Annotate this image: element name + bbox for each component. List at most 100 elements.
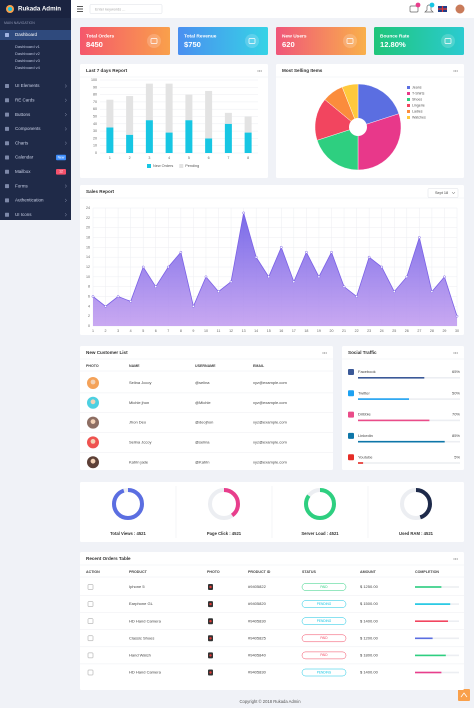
- nav-item[interactable]: UI Icons: [15, 212, 32, 217]
- mail-icon[interactable]: [409, 5, 419, 13]
- status-pill: [301, 668, 347, 677]
- product-name: Earphone GL: [129, 601, 154, 606]
- panel-menu-dot[interactable]: [455, 558, 457, 560]
- stat-label: New Users: [282, 33, 307, 39]
- nav-item: Dashboard: [15, 32, 38, 37]
- y-tick-label: 2: [88, 314, 90, 318]
- panel-menu-dot[interactable]: [324, 352, 326, 354]
- customer-username: @deojhon: [195, 420, 213, 425]
- panel-menu-dot[interactable]: [456, 558, 458, 560]
- legend-label: Jeans: [412, 85, 422, 89]
- nav-subitem[interactable]: Dashboard v2: [15, 51, 41, 56]
- completion-bar: [415, 654, 446, 657]
- panel-menu-dot[interactable]: [455, 70, 457, 72]
- topbar: [0, 0, 474, 18]
- avatar[interactable]: [455, 4, 465, 14]
- x-tick-label: 3: [148, 156, 150, 160]
- row-checkbox[interactable]: [87, 584, 94, 590]
- nav-item[interactable]: UI Elements: [15, 83, 40, 88]
- pie-hole: [349, 118, 367, 136]
- data-point: [129, 300, 133, 303]
- scroll-top[interactable]: [458, 689, 470, 701]
- nav-item[interactable]: Authentication: [15, 198, 44, 203]
- nav-subitem[interactable]: Dashboard v1: [15, 44, 41, 49]
- nav-active[interactable]: [0, 30, 71, 40]
- header-icons: [409, 2, 465, 14]
- panel-menu-dot[interactable]: [259, 70, 261, 72]
- stat-icon: [343, 34, 357, 48]
- footer-text: Copyright © 2018 Rukada Admin: [239, 699, 301, 704]
- legend-swatch: [147, 164, 151, 168]
- nav-item[interactable]: Mailbox: [15, 169, 31, 174]
- completion-bar: [415, 586, 442, 588]
- nav-badge: [56, 169, 66, 175]
- y-tick-label: 20: [86, 226, 90, 230]
- data-point: [430, 290, 434, 293]
- customer-name: Jhon Deo: [129, 420, 147, 425]
- y-tick-label: 80: [93, 93, 97, 97]
- legend-swatch: [407, 92, 410, 95]
- nav-item[interactable]: Forms: [15, 183, 28, 188]
- customer-username: @selina: [195, 439, 210, 444]
- nav-subitem[interactable]: Dashboard v4: [15, 65, 41, 70]
- data-point: [91, 295, 95, 298]
- row-checkbox[interactable]: [87, 601, 94, 607]
- nav-item[interactable]: Calendar: [15, 155, 34, 160]
- customers-panel: [80, 346, 333, 470]
- nav-item[interactable]: Buttons: [15, 112, 31, 117]
- x-tick-label: 25: [392, 329, 396, 333]
- table-header: PRODUCT ID: [248, 570, 271, 574]
- panel-menu-dot[interactable]: [456, 352, 458, 354]
- x-tick-label: 12: [229, 329, 233, 333]
- social-icon: [348, 454, 354, 461]
- product-photo-detail: [209, 637, 212, 640]
- y-tick-label: 8: [88, 285, 90, 289]
- data-point: [179, 250, 183, 254]
- panel-menu-dot[interactable]: [453, 352, 455, 354]
- panel-menu-dot[interactable]: [456, 70, 458, 72]
- menu-toggle[interactable]: [77, 6, 83, 12]
- panel-menu-dot[interactable]: [455, 352, 457, 354]
- panel-menu-dot[interactable]: [322, 352, 324, 354]
- completion-bar: [415, 603, 451, 605]
- nav-item[interactable]: RE Cards: [15, 97, 35, 102]
- search-box[interactable]: [89, 4, 163, 14]
- x-tick-label: 4: [168, 156, 170, 160]
- product-id: #9405825: [248, 635, 267, 640]
- legend-swatch: [407, 98, 410, 101]
- avatar-face: [90, 419, 96, 424]
- bar-segment: [165, 132, 173, 153]
- stat-card: [374, 27, 464, 55]
- panel-menu-dot[interactable]: [257, 70, 259, 72]
- status-label: PAID: [320, 585, 328, 589]
- nav-icon: [5, 169, 9, 174]
- row-checkbox[interactable]: [87, 618, 94, 624]
- data-point: [104, 304, 107, 308]
- legend-swatch: [407, 110, 410, 113]
- completion-bar: [415, 637, 433, 640]
- nav-subitem[interactable]: Dashboard v3: [15, 58, 41, 63]
- legend-label: Lingerie: [412, 103, 425, 107]
- nav-chevron: [64, 198, 67, 203]
- nav-item[interactable]: Components: [15, 126, 41, 131]
- panel-menu-dot[interactable]: [260, 70, 262, 72]
- nav-item[interactable]: Charts: [15, 140, 29, 145]
- status-pill: [301, 583, 347, 591]
- row-checkbox[interactable]: [87, 652, 94, 659]
- panel-menu-dot[interactable]: [453, 70, 455, 72]
- panel-menu-dot[interactable]: [453, 558, 455, 560]
- nav-chevron: [64, 184, 67, 188]
- bell-icon[interactable]: [424, 4, 434, 13]
- period-select[interactable]: [427, 188, 459, 198]
- progress-bar: [358, 419, 430, 422]
- row-checkbox[interactable]: [87, 669, 94, 676]
- data-point: [405, 275, 409, 279]
- gauge-label: Server Load : 4521: [301, 531, 339, 536]
- row-checkbox[interactable]: [87, 635, 94, 642]
- panel-menu-dot[interactable]: [325, 352, 327, 354]
- progress-bar: [358, 440, 445, 443]
- brand-bar: [0, 0, 71, 18]
- x-tick-label: 6: [208, 156, 210, 160]
- status-pill: [301, 617, 347, 625]
